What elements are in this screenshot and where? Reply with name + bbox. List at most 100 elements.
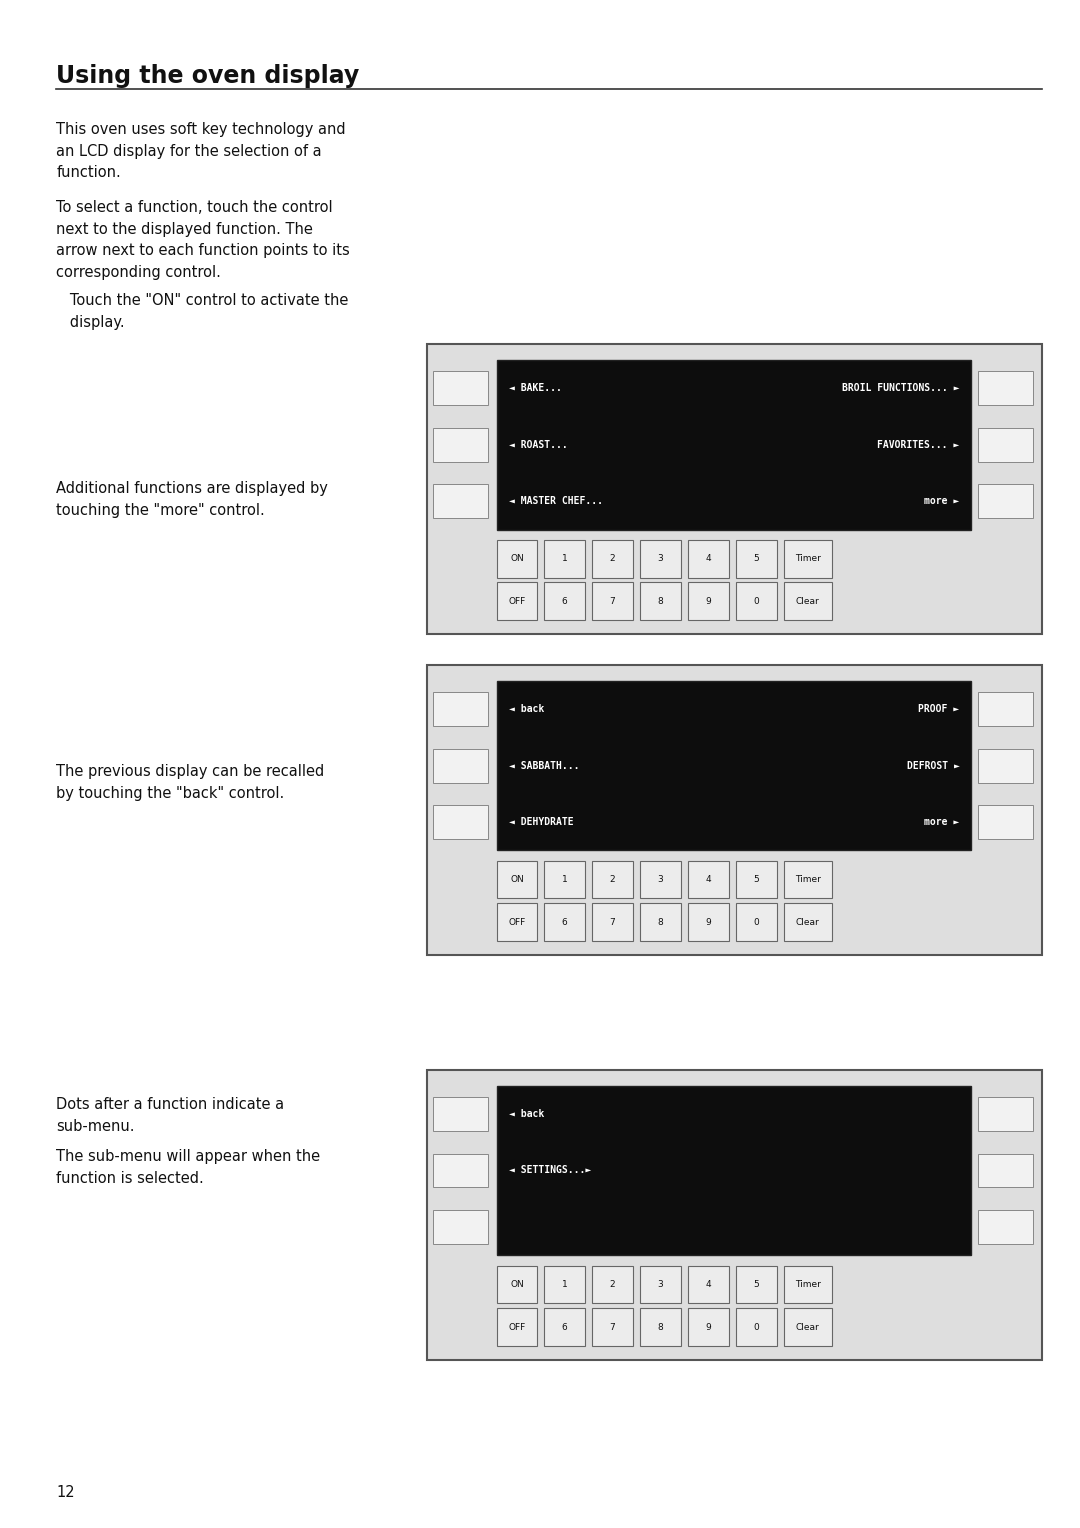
Text: 7: 7 [609,918,616,926]
Bar [498,1265,538,1303]
Text: ◄ back: ◄ back [510,1109,544,1118]
Text: 6: 6 [562,597,567,605]
Bar [977,1154,1032,1187]
Bar [498,680,971,851]
Bar [688,539,729,578]
Bar [433,428,488,461]
Bar [735,582,778,620]
Text: 4: 4 [705,1280,712,1290]
Text: ON: ON [511,876,524,885]
Bar [592,1308,634,1346]
Text: 7: 7 [609,1323,616,1331]
Text: 9: 9 [705,597,712,605]
Bar [592,903,634,941]
Bar [543,860,585,898]
Bar [977,1097,1032,1131]
Text: 2: 2 [610,1280,616,1290]
Text: 8: 8 [658,1323,663,1331]
Text: OFF: OFF [509,597,526,605]
Bar [433,371,488,405]
Text: ◄ back: ◄ back [510,704,544,714]
Text: 3: 3 [658,1280,663,1290]
Bar [592,539,634,578]
Bar [977,749,1032,782]
Text: 4: 4 [705,555,712,564]
Bar [592,1265,634,1303]
Text: 0: 0 [754,1323,759,1331]
Bar [688,860,729,898]
Text: ◄ ROAST...: ◄ ROAST... [510,440,568,449]
Text: Dots after a function indicate a
sub-menu.: Dots after a function indicate a sub-men… [56,1097,284,1134]
Bar [784,582,832,620]
Bar [688,582,729,620]
Text: ON: ON [511,1280,524,1290]
Bar [735,1265,778,1303]
Bar [543,582,585,620]
Text: 5: 5 [754,876,759,885]
Bar [735,539,778,578]
Bar [427,665,1042,955]
Text: 0: 0 [754,597,759,605]
Bar [639,539,681,578]
Text: ◄ BAKE...: ◄ BAKE... [510,384,562,393]
Bar [433,749,488,782]
Text: 3: 3 [658,876,663,885]
Bar [433,692,488,726]
Text: Timer: Timer [795,1280,821,1290]
Bar [639,582,681,620]
Text: Clear: Clear [796,918,820,926]
Bar [977,371,1032,405]
Bar [639,860,681,898]
Bar [977,428,1032,461]
Text: 5: 5 [754,555,759,564]
Bar [784,539,832,578]
Bar [639,903,681,941]
Text: Clear: Clear [796,1323,820,1331]
Text: 12: 12 [56,1485,75,1500]
Text: 9: 9 [705,1323,712,1331]
Text: Timer: Timer [795,555,821,564]
Text: OFF: OFF [509,918,526,926]
Text: Using the oven display: Using the oven display [56,64,360,89]
Bar [688,903,729,941]
Bar [543,1265,585,1303]
Text: ON: ON [511,555,524,564]
Bar [433,1154,488,1187]
Bar [498,539,538,578]
Text: This oven uses soft key technology and
an LCD display for the selection of a
fun: This oven uses soft key technology and a… [56,122,346,180]
Text: 9: 9 [705,918,712,926]
Text: 3: 3 [658,555,663,564]
Text: ◄ DEHYDRATE: ◄ DEHYDRATE [510,817,573,827]
Text: To select a function, touch the control
next to the displayed function. The
arro: To select a function, touch the control … [56,200,350,280]
Bar [427,1070,1042,1360]
Text: Additional functions are displayed by
touching the "more" control.: Additional functions are displayed by to… [56,481,328,518]
Bar [784,860,832,898]
Text: 6: 6 [562,918,567,926]
Text: ◄ MASTER CHEF...: ◄ MASTER CHEF... [510,497,604,506]
Bar [639,1265,681,1303]
Text: 2: 2 [610,555,616,564]
Bar [427,344,1042,634]
Text: 4: 4 [705,876,712,885]
Text: FAVORITES... ►: FAVORITES... ► [877,440,959,449]
Text: ◄ SABBATH...: ◄ SABBATH... [510,761,580,770]
Bar [543,1308,585,1346]
Bar [498,582,538,620]
Text: Clear: Clear [796,597,820,605]
Text: 0: 0 [754,918,759,926]
Bar [977,692,1032,726]
Bar [592,860,634,898]
Bar [639,1308,681,1346]
Bar [735,903,778,941]
Bar [735,860,778,898]
Text: DEFROST ►: DEFROST ► [907,761,959,770]
Text: 6: 6 [562,1323,567,1331]
Bar [977,805,1032,839]
Bar [498,1308,538,1346]
Bar [977,1210,1032,1244]
Bar [433,484,488,518]
Bar [688,1308,729,1346]
Text: PROOF ►: PROOF ► [918,704,959,714]
Text: 7: 7 [609,597,616,605]
Text: BROIL FUNCTIONS... ►: BROIL FUNCTIONS... ► [842,384,959,393]
